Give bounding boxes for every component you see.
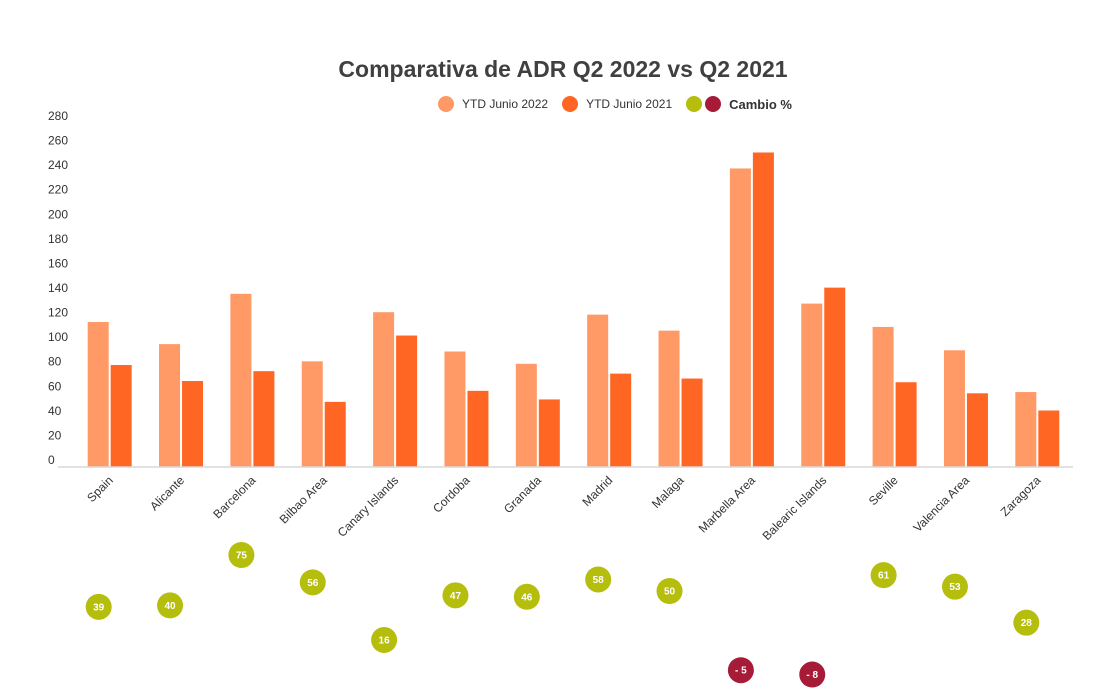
legend-swatch-2022 — [438, 96, 454, 112]
change-label: 50 — [664, 587, 676, 598]
change-label: 40 — [164, 601, 176, 612]
bar-2022 — [515, 363, 537, 467]
x-tick-label: Bilbao Area — [277, 473, 331, 527]
change-label: 53 — [949, 582, 961, 593]
y-tick-label: 0 — [48, 453, 55, 467]
legend-swatch-change-positive — [686, 96, 703, 112]
bar-2022 — [87, 322, 109, 467]
y-tick-label: 240 — [48, 158, 68, 172]
change-label: 75 — [236, 551, 248, 562]
change-bubble — [228, 542, 255, 568]
x-tick-label: Balearic Islands — [760, 473, 830, 543]
bar-2022 — [943, 350, 965, 467]
y-tick-label: 180 — [48, 232, 68, 246]
y-tick-label: 60 — [48, 379, 62, 393]
bar-2022 — [230, 293, 252, 467]
change-label: 28 — [1021, 618, 1033, 629]
x-tick-label: Valencia Area — [910, 473, 972, 535]
legend-swatch-2021 — [562, 96, 579, 112]
bar-2022 — [444, 351, 466, 467]
change-bubble — [157, 592, 184, 619]
change-label: 46 — [521, 592, 533, 603]
legend-item-2021[interactable]: YTD Junio 2021 — [562, 96, 672, 112]
bar-2022 — [1015, 392, 1037, 467]
legend-swatch-change-negative — [705, 96, 722, 112]
x-tick-label: Madrid — [579, 473, 615, 509]
bar-2022 — [658, 330, 680, 467]
bar-2021 — [324, 401, 346, 467]
bar-2022 — [801, 303, 823, 467]
bar-2022 — [159, 344, 181, 467]
change-bubble — [585, 566, 612, 593]
change-bubble — [1013, 609, 1040, 636]
x-tick-label: Granada — [501, 473, 544, 516]
y-tick-label: 220 — [48, 183, 68, 197]
y-tick-label: 100 — [48, 330, 68, 344]
legend-item-2022[interactable]: YTD Junio 2022 — [438, 96, 548, 112]
y-tick-label: 160 — [48, 256, 68, 270]
bar-2021 — [966, 393, 988, 467]
change-label: 39 — [93, 602, 105, 613]
y-tick-label: 80 — [48, 355, 62, 369]
bar-2021 — [538, 399, 560, 467]
x-tick-label: Zaragoza — [998, 473, 1044, 519]
x-tick-label: Cordoba — [430, 473, 473, 516]
bar-2021 — [110, 365, 132, 467]
change-bubble — [656, 578, 683, 604]
change-label: - 5 — [735, 666, 747, 677]
bar-2022 — [587, 314, 609, 467]
change-label: 56 — [307, 578, 319, 589]
legend-label-change: Cambio % — [729, 96, 792, 112]
chart-legend: YTD Junio 2022 YTD Junio 2021 Cambio % — [438, 96, 806, 112]
change-label: - 8 — [806, 670, 818, 681]
bar-2021 — [752, 152, 774, 467]
x-tick-label: Malaga — [649, 473, 687, 511]
bar-2021 — [824, 287, 846, 467]
change-bubble — [513, 583, 540, 610]
change-bubble — [299, 569, 326, 596]
change-bubble — [85, 593, 112, 620]
x-tick-label: Barcelona — [210, 473, 258, 521]
change-label: 61 — [878, 571, 890, 582]
x-tick-label: Spain — [84, 473, 116, 505]
change-label: 16 — [379, 635, 391, 646]
bar-2021 — [396, 335, 418, 467]
bar-2021 — [610, 373, 632, 467]
bar-2022 — [301, 361, 323, 467]
change-bubble — [799, 661, 826, 688]
legend-label-2022: YTD Junio 2022 — [462, 97, 549, 111]
chart-title: Comparativa de ADR Q2 2022 vs Q2 2021 — [338, 56, 788, 82]
change-bubble — [941, 573, 968, 600]
change-label: 47 — [450, 591, 462, 602]
change-bubble — [727, 657, 754, 684]
y-tick-label: 140 — [48, 281, 68, 295]
legend-label-2021: YTD Junio 2021 — [586, 97, 673, 111]
bar-2022 — [373, 312, 395, 467]
y-tick-label: 20 — [48, 428, 62, 442]
x-tick-label: Seville — [866, 473, 901, 508]
change-bubble — [870, 562, 897, 589]
y-tick-label: 280 — [48, 109, 68, 123]
bar-2021 — [895, 382, 917, 467]
legend-item-change[interactable]: Cambio % — [686, 96, 792, 112]
bar-2021 — [1038, 410, 1060, 467]
change-label: 58 — [593, 575, 605, 586]
y-tick-label: 260 — [48, 134, 68, 148]
change-bubble — [442, 582, 469, 609]
bar-2021 — [182, 381, 204, 467]
y-tick-label: 40 — [48, 404, 62, 418]
bar-2022 — [729, 168, 751, 467]
bar-2021 — [681, 378, 703, 467]
change-bubble — [371, 626, 398, 653]
bar-2022 — [872, 326, 894, 467]
y-tick-label: 120 — [48, 306, 68, 320]
bar-2021 — [253, 371, 275, 467]
x-tick-label: Canary Islands — [335, 473, 402, 540]
x-tick-label: Alicante — [147, 473, 187, 513]
y-tick-label: 200 — [48, 207, 68, 221]
x-tick-label: Marbella Area — [696, 473, 758, 535]
bar-2021 — [467, 390, 489, 467]
